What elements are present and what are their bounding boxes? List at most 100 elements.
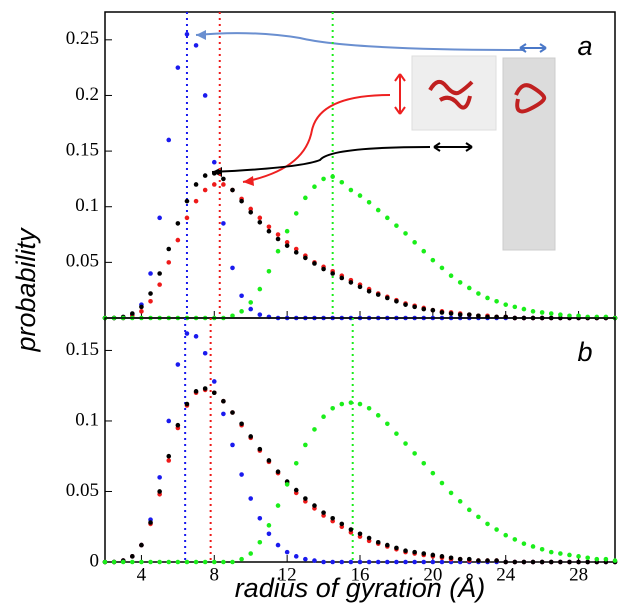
x-tick-label: 4 xyxy=(137,564,147,585)
point xyxy=(421,248,427,254)
x-tick-label: 28 xyxy=(569,564,588,585)
point xyxy=(221,411,226,417)
point xyxy=(539,547,545,552)
point xyxy=(293,250,299,255)
point xyxy=(293,487,299,493)
point xyxy=(512,537,518,542)
point xyxy=(257,312,263,317)
point xyxy=(157,475,162,480)
point xyxy=(357,401,363,407)
point xyxy=(239,421,244,427)
point xyxy=(430,470,436,476)
point xyxy=(421,306,427,312)
point xyxy=(430,559,436,565)
point xyxy=(512,304,518,310)
point xyxy=(166,137,172,143)
point xyxy=(211,171,217,176)
point xyxy=(339,401,345,407)
point xyxy=(385,421,390,427)
point xyxy=(348,527,354,532)
point xyxy=(394,559,399,565)
point xyxy=(421,551,427,556)
point xyxy=(257,539,263,545)
point xyxy=(448,490,454,496)
point xyxy=(366,199,372,205)
point xyxy=(366,288,372,294)
point xyxy=(184,198,190,204)
point xyxy=(512,559,518,565)
point xyxy=(603,556,609,562)
point xyxy=(503,302,509,307)
point xyxy=(293,554,299,559)
point xyxy=(266,268,272,274)
point xyxy=(166,458,172,463)
point xyxy=(339,179,345,185)
point xyxy=(248,206,254,212)
point xyxy=(530,309,536,314)
point xyxy=(466,556,472,562)
point xyxy=(321,414,326,420)
point xyxy=(330,515,335,521)
point xyxy=(430,552,436,558)
point xyxy=(193,389,199,394)
y-tick-label: 0.2 xyxy=(75,84,99,105)
point xyxy=(221,176,226,182)
point xyxy=(120,559,126,565)
point xyxy=(211,159,217,165)
panel-label: b xyxy=(577,337,592,367)
x-axis-label: radius of gyration (Å) xyxy=(235,572,486,603)
point xyxy=(284,240,290,245)
point xyxy=(494,527,499,532)
point xyxy=(485,295,490,301)
point xyxy=(348,559,354,565)
point xyxy=(466,312,472,317)
point xyxy=(457,556,463,562)
point xyxy=(193,198,199,204)
point xyxy=(193,43,199,48)
point xyxy=(567,559,572,565)
molecule xyxy=(428,79,474,110)
point xyxy=(193,182,199,187)
point xyxy=(476,313,481,319)
point xyxy=(585,559,590,565)
point xyxy=(466,507,472,513)
point xyxy=(303,195,308,201)
point xyxy=(339,559,345,565)
point xyxy=(558,312,563,317)
point xyxy=(366,535,372,541)
y-tick-label: 0.1 xyxy=(75,195,99,216)
point xyxy=(211,182,217,187)
y-tick-label: 0.15 xyxy=(66,339,99,360)
point xyxy=(312,261,317,266)
point xyxy=(102,559,108,565)
point xyxy=(211,379,217,384)
point xyxy=(166,246,172,252)
point xyxy=(166,418,172,424)
point xyxy=(257,515,263,521)
point xyxy=(239,556,244,562)
point xyxy=(348,187,354,193)
point xyxy=(485,521,490,527)
insets xyxy=(195,30,556,251)
point xyxy=(184,215,190,221)
point xyxy=(448,555,454,561)
point xyxy=(221,221,226,226)
point xyxy=(394,223,399,228)
point xyxy=(266,458,272,463)
point xyxy=(348,400,354,405)
point xyxy=(157,282,162,287)
point xyxy=(303,255,308,261)
point xyxy=(357,531,363,537)
point xyxy=(494,558,499,563)
arrow xyxy=(211,146,431,173)
arrow-head xyxy=(196,30,206,40)
point xyxy=(321,176,326,182)
point xyxy=(339,521,345,527)
point xyxy=(248,209,254,215)
y-tick-label: 0.15 xyxy=(66,139,99,160)
point xyxy=(430,307,436,313)
point xyxy=(157,271,162,276)
point xyxy=(321,510,326,515)
point xyxy=(576,554,581,559)
point xyxy=(193,559,199,565)
